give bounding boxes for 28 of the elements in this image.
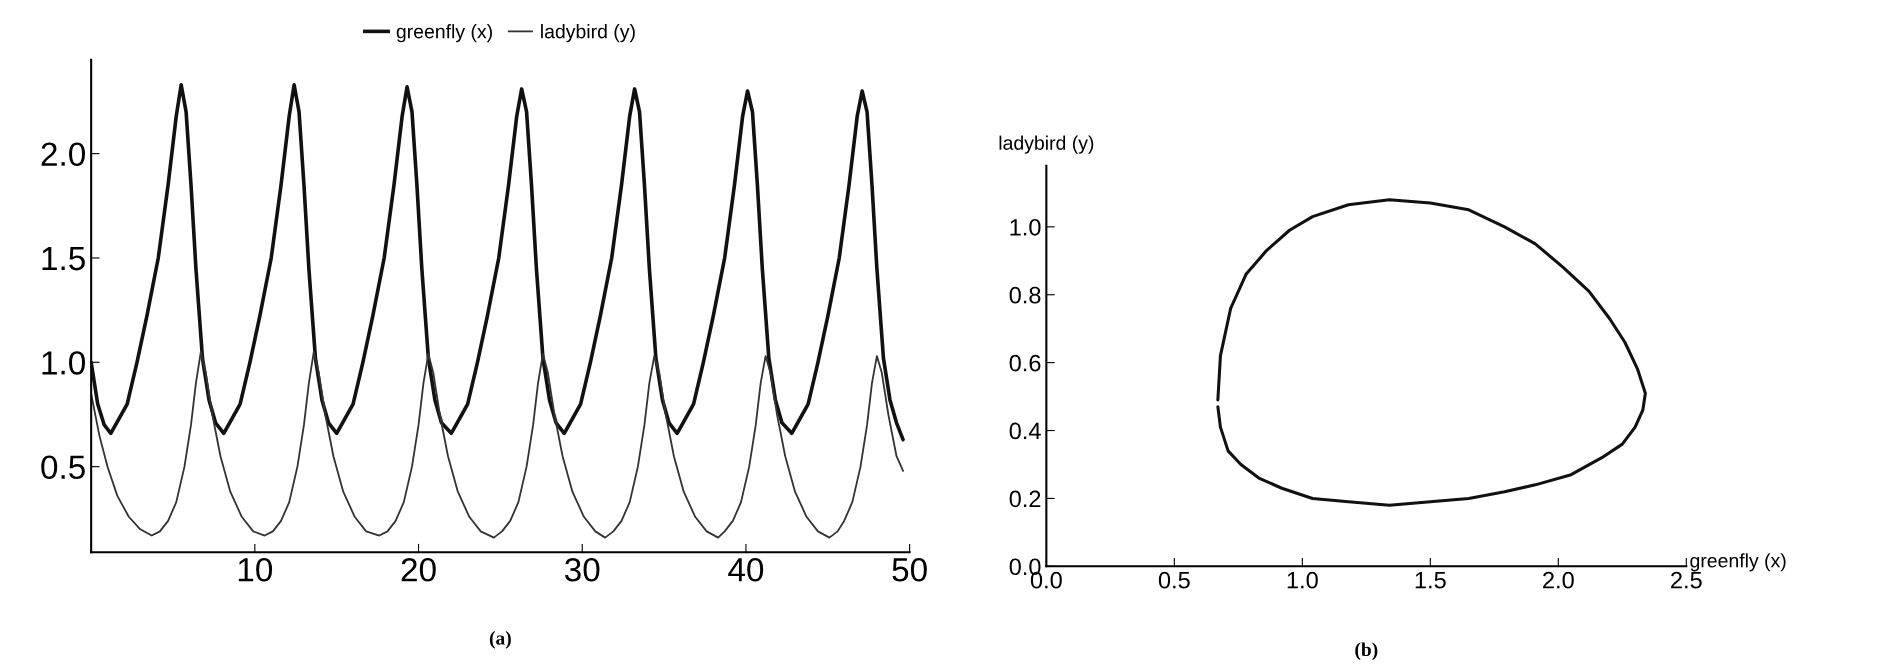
y-tick-label: 0.6 — [1009, 354, 1041, 372]
x-tick-label: 1.0 — [1287, 571, 1318, 589]
x-tick-label: 10 — [238, 557, 273, 582]
x-tick-label: 20 — [401, 557, 436, 582]
x-tick-label: 30 — [564, 557, 600, 582]
y-axis-title: ladybird (y) — [999, 135, 1094, 154]
y-tick-label: 1.5 — [42, 247, 85, 271]
y-tick-label: 2.0 — [41, 142, 85, 167]
y-tick-label: 0.8 — [1009, 286, 1041, 304]
x-tick-label: 2.0 — [1543, 571, 1574, 589]
x-tick-label: 1.5 — [1415, 572, 1446, 589]
line-series — [1216, 198, 1647, 507]
y-tick-label: 0.2 — [1009, 490, 1041, 508]
legend-label: ladybird (y) — [541, 24, 635, 43]
legend-label: greenfly (x) — [396, 24, 492, 43]
line-series — [91, 350, 904, 539]
x-tick-label: 50 — [892, 557, 927, 582]
y-tick-label: 0.4 — [1009, 422, 1041, 440]
y-tick-label: 1.0 — [42, 351, 85, 375]
line-series — [91, 82, 905, 442]
text: (a) — [489, 631, 511, 649]
x-tick-label: 40 — [728, 557, 764, 582]
y-tick-label: 0.5 — [41, 455, 85, 480]
x-axis-title: greenfly (x) — [1690, 553, 1786, 572]
x-tick-label: 2.5 — [1671, 571, 1702, 589]
x-tick-label: 0.5 — [1158, 571, 1190, 589]
text: (b) — [1355, 642, 1378, 661]
y-tick-label: 1.0 — [1010, 218, 1041, 236]
